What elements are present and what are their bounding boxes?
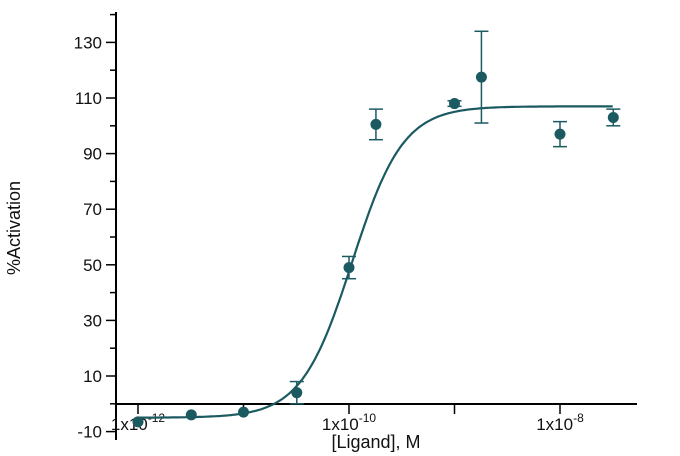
data-point <box>291 387 303 399</box>
y-tick-label: 110 <box>75 89 102 108</box>
y-tick-label: 50 <box>83 256 102 275</box>
data-point <box>449 98 460 110</box>
data-point <box>185 409 197 421</box>
y-axis: -10 10 30 50 70 90 110 130 <box>74 12 117 442</box>
fit-curve-group <box>138 105 613 419</box>
y-tick-label: 70 <box>83 200 102 219</box>
data-point <box>607 111 619 123</box>
y-tick-label: 90 <box>83 145 102 164</box>
data-point <box>132 416 144 428</box>
fit-curve <box>138 105 613 419</box>
error-bars <box>289 30 621 405</box>
y-tick-label: 30 <box>83 311 102 330</box>
y-axis-title: %Activation <box>4 181 24 275</box>
x-tick-label: 1x10-8 <box>536 411 584 434</box>
data-point <box>370 118 382 130</box>
data-point <box>475 71 487 83</box>
data-point <box>343 262 355 274</box>
x-axis-title: [Ligand], M <box>331 432 420 452</box>
y-tick-label: 10 <box>83 367 102 386</box>
x-tick-label: 1x10-10 <box>322 411 377 434</box>
data-points <box>132 71 619 428</box>
data-point <box>238 406 249 418</box>
y-tick-label: 130 <box>74 33 102 52</box>
y-tick-label: -10 <box>77 423 102 442</box>
data-point <box>554 128 566 140</box>
x-axis: 1x10-12 1x10-10 1x10-8 <box>111 403 637 434</box>
